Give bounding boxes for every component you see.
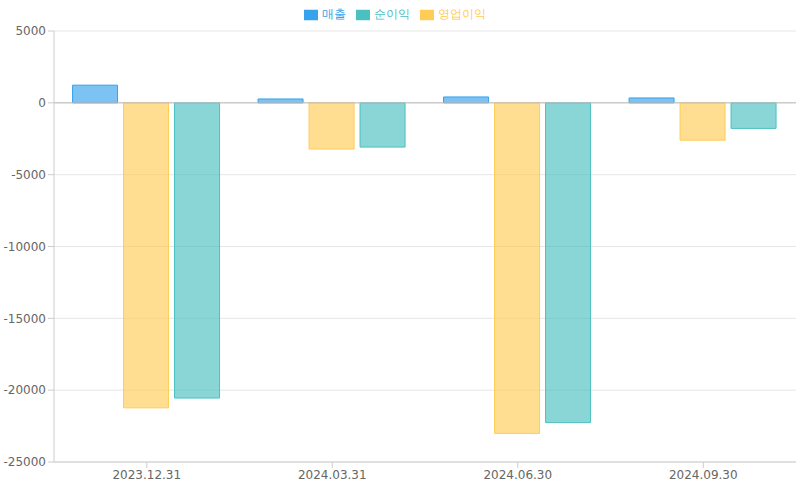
svg-text:2023.12.31: 2023.12.31 [112, 468, 181, 482]
svg-text:-20000: -20000 [8, 383, 46, 397]
svg-text:-5000: -5000 [11, 168, 46, 182]
svg-text:2024.03.31: 2024.03.31 [298, 468, 367, 482]
svg-text:-10000: -10000 [8, 240, 46, 254]
html-text:영업이익: 영업이익 [438, 7, 486, 21]
svg-text:5000: 5000 [15, 24, 46, 38]
html-text:매출: 매출 [322, 7, 346, 21]
svg-text:2024.09.30: 2024.09.30 [669, 468, 738, 482]
svg-text:2024.06.30: 2024.06.30 [483, 468, 552, 482]
svg-text:-25000: -25000 [8, 455, 46, 469]
svg-text:0: 0 [38, 96, 46, 110]
html-text:순이익: 순이익 [374, 7, 410, 21]
svg-text:-15000: -15000 [8, 312, 46, 326]
